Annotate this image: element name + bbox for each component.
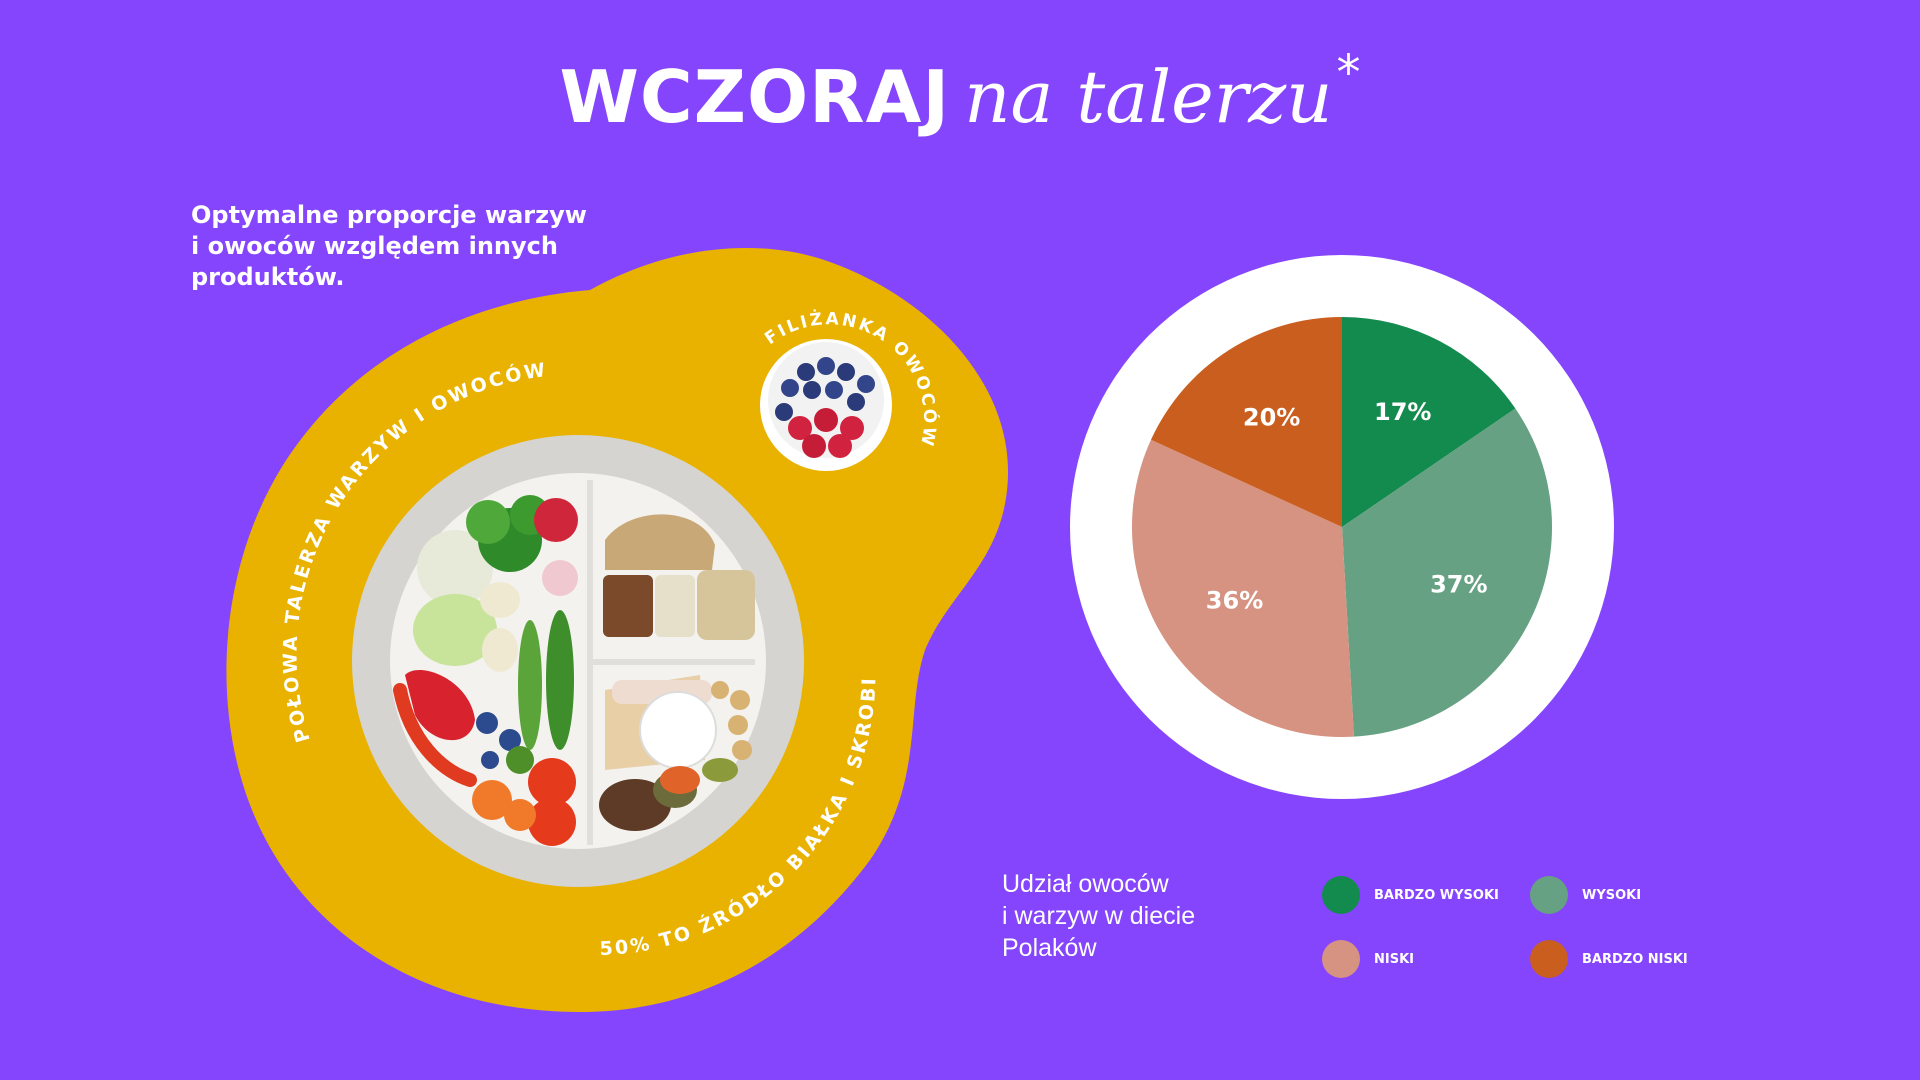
legend-item-bardzo-wysoki: BARDZO WYSOKI — [1322, 876, 1499, 914]
title-script-part: na talerzu — [964, 55, 1333, 139]
title-bold-part: WCZORAJ — [559, 55, 951, 139]
intro-text: Optymalne proporcje warzyw i owoców wzgl… — [191, 200, 631, 293]
legend-title-line: Udział owoców — [1002, 870, 1169, 898]
pie-label-wysoki: 37% — [1430, 570, 1487, 598]
legend-title-line: i warzyw w diecie — [1002, 902, 1196, 930]
pie-chart-container: 17% 37% 36% 20% — [1060, 250, 1620, 814]
pie-label-bardzo-niski: 20% — [1243, 403, 1300, 431]
legend-title: Udział owoców i warzyw w diecie Polaków — [1002, 868, 1195, 964]
legend-label-bardzo-niski: BARDZO NISKI — [1582, 951, 1688, 967]
legend-swatch-wysoki — [1530, 876, 1568, 914]
pie-chart: 17% 37% 36% 20% — [1070, 255, 1614, 799]
pie-label-bardzo-wysoki: 17% — [1374, 398, 1431, 426]
legend-item-bardzo-niski: BARDZO NISKI — [1530, 940, 1688, 978]
intro-line: Optymalne proporcje warzyw — [191, 201, 587, 229]
legend-swatch-bardzo-niski — [1530, 940, 1568, 978]
legend-label-wysoki: WYSOKI — [1582, 887, 1642, 903]
legend-label-niski: NISKI — [1374, 951, 1414, 967]
page-title: WCZORAJ na talerzu* — [0, 45, 1920, 139]
title-asterisk: * — [1336, 45, 1361, 101]
legend-item-wysoki: WYSOKI — [1530, 876, 1641, 914]
pie-slice-niski — [1132, 439, 1354, 737]
legend-item-niski: NISKI — [1322, 940, 1414, 978]
pie-slice-bardzo-niski — [1150, 317, 1342, 527]
pie-slice-wysoki — [1342, 408, 1552, 737]
vegetables-fruits-half — [393, 495, 578, 846]
intro-line: produktów. — [191, 263, 345, 291]
protein-quarter — [599, 675, 752, 831]
legend-swatch-niski — [1322, 940, 1360, 978]
intro-line: i owoców względem innych — [191, 232, 558, 260]
pie-label-niski: 36% — [1206, 586, 1263, 614]
pie-slice-bardzo-wysoki — [1342, 317, 1516, 527]
grains-quarter — [603, 514, 755, 640]
legend-title-line: Polaków — [1002, 934, 1097, 962]
plate-illustration: POŁOWA TALERZA WARZYW I OWOCÓW FILIŻANKA… — [226, 247, 1009, 1013]
legend-swatch-bardzo-wysoki — [1322, 876, 1360, 914]
legend-label-bardzo-wysoki: BARDZO WYSOKI — [1374, 887, 1499, 903]
fruit-cup — [760, 339, 892, 471]
